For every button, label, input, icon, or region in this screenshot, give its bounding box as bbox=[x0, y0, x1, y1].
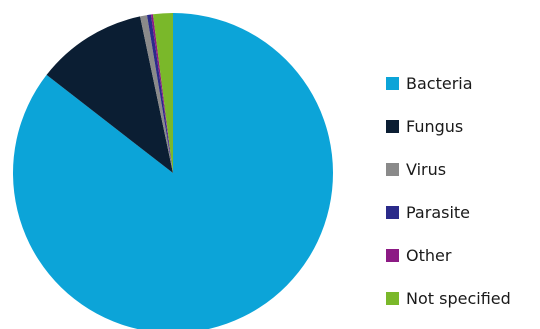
legend-item-fungus: Fungus bbox=[386, 105, 511, 148]
legend-swatch bbox=[386, 77, 399, 90]
pie-slice-fungus bbox=[46, 16, 174, 173]
pie-slice-other bbox=[150, 14, 173, 174]
pie-slices bbox=[13, 13, 333, 329]
pie-slice-not-specified bbox=[152, 13, 173, 173]
legend-item-virus: Virus bbox=[386, 148, 511, 191]
legend-swatch bbox=[386, 163, 399, 176]
legend-item-not-specified: Not specified bbox=[386, 277, 511, 320]
legend-swatch bbox=[386, 292, 399, 305]
legend-label: Bacteria bbox=[406, 73, 473, 93]
pie-slice-parasite bbox=[146, 14, 173, 174]
legend-item-bacteria: Bacteria bbox=[386, 62, 511, 105]
legend-item-other: Other bbox=[386, 234, 511, 277]
legend-label: Parasite bbox=[406, 202, 471, 222]
chart-legend: Bacteria Fungus Virus Parasite Other Not spec… bbox=[386, 62, 511, 320]
pie-slice-bacteria bbox=[13, 13, 333, 329]
legend-label: Virus bbox=[406, 159, 447, 179]
legend-swatch bbox=[386, 120, 399, 133]
legend-swatch bbox=[386, 206, 399, 219]
legend-label: Other bbox=[406, 245, 452, 265]
legend-label: Fungus bbox=[406, 116, 464, 136]
legend-item-parasite: Parasite bbox=[386, 191, 511, 234]
pie-slice-virus bbox=[140, 15, 173, 173]
legend-swatch bbox=[386, 249, 399, 262]
legend-label: Not specified bbox=[406, 288, 511, 308]
